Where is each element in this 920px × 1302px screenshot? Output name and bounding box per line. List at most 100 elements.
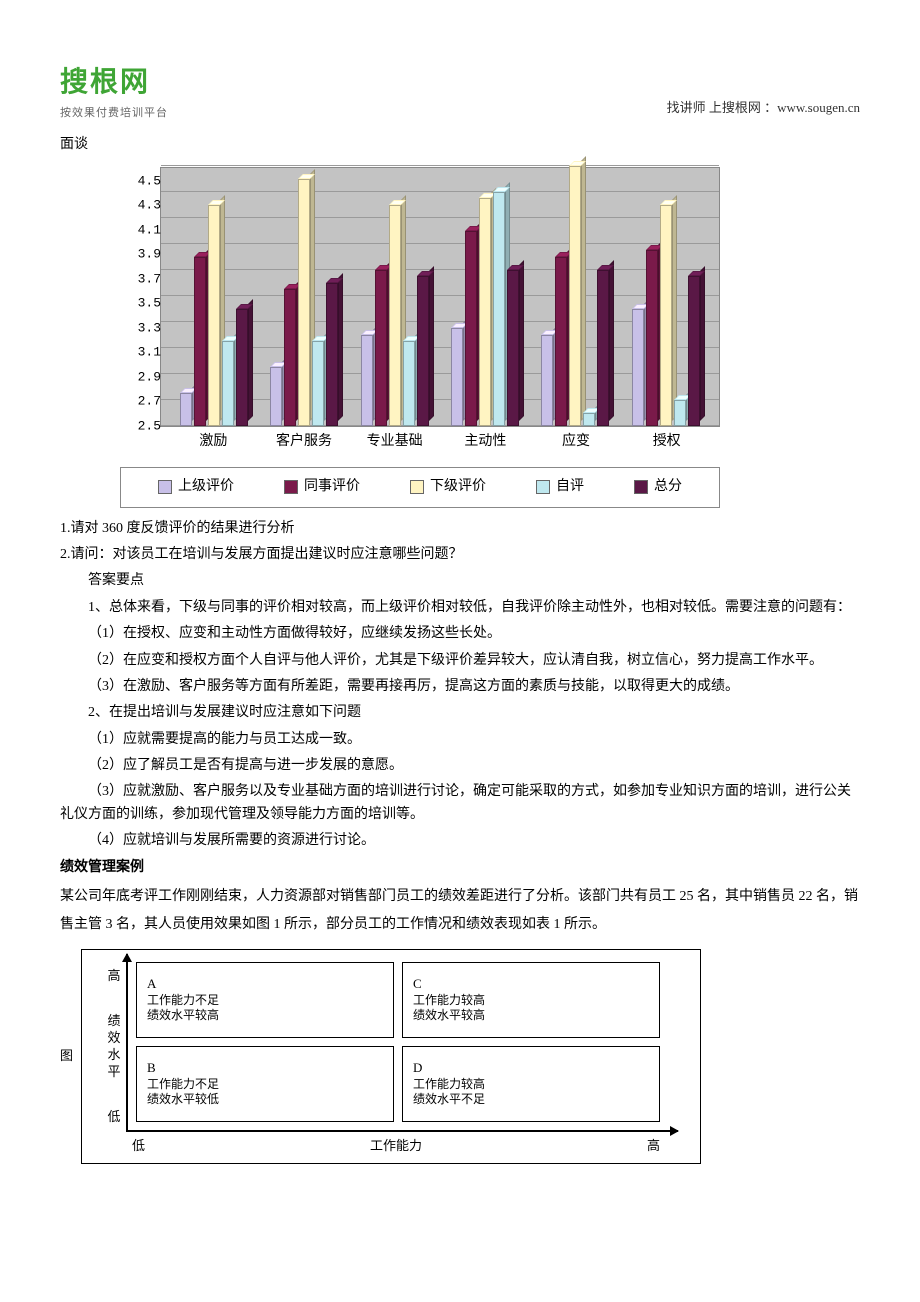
case-paragraph: 某公司年底考评工作刚刚结束，人力资源部对销售部门员工的绩效差距进行了分析。该部门… (60, 883, 860, 939)
legend-swatch (284, 480, 298, 494)
quadrant-outer-box: 高 绩效水平 低 A 工作能力不足 绩效水平较高 C 工作能 (81, 949, 701, 1164)
figure-label: 图 (60, 1046, 73, 1067)
logo-main: 搜根网 (60, 60, 168, 105)
question-1: 1.请对 360 度反馈评价的结果进行分析 (60, 518, 860, 540)
legend-label: 下级评价 (430, 476, 486, 498)
answer-p1-1: （1）在授权、应变和主动性方面做得较好，应继续发扬这些长处。 (60, 623, 860, 645)
quadrant-cell-b: B 工作能力不足 绩效水平较低 (136, 1046, 394, 1122)
chart-bar (507, 270, 519, 426)
legend-item: 自评 (536, 476, 584, 498)
chart-bar (688, 276, 700, 426)
y-axis-bottom: 低 (108, 1107, 121, 1128)
chart-bar (389, 205, 401, 426)
chart-bar (646, 250, 658, 426)
legend-item: 上级评价 (158, 476, 234, 498)
question-2: 2.请问：对该员工在培训与发展方面提出建议时应注意哪些问题？ (60, 544, 860, 566)
chart-x-labels: 激励客户服务专业基础主动性应变授权 (160, 427, 720, 453)
chart-bar (569, 166, 581, 426)
legend-swatch (158, 480, 172, 494)
legend-item: 同事评价 (284, 476, 360, 498)
chart-bar (451, 328, 463, 426)
chart-group (169, 205, 259, 426)
logo-block: 搜根网 按效果付费培训平台 (60, 60, 168, 122)
chart-x-label: 客户服务 (259, 427, 350, 453)
chart-group (621, 205, 711, 426)
chart-group (440, 192, 530, 426)
chart-group (350, 205, 440, 426)
quadrant-horizontal-axis (126, 1130, 678, 1132)
chart-group (259, 179, 349, 426)
body-text: 1.请对 360 度反馈评价的结果进行分析 2.请问：对该员工在培训与发展方面提… (60, 518, 860, 939)
legend-swatch (634, 480, 648, 494)
answer-p2: 2、在提出培训与发展建议时应注意如下问题 (60, 702, 860, 724)
x-axis-left: 低 (132, 1136, 145, 1157)
chart-bar (361, 335, 373, 426)
chart-bar (284, 289, 296, 426)
chart-y-axis: 2.52.72.93.13.33.53.73.94.14.34.5 (121, 168, 161, 426)
quadrant-grid: A 工作能力不足 绩效水平较高 C 工作能力较高 绩效水平较高 B 工作能力不足… (126, 962, 670, 1132)
chart-bar (312, 341, 324, 426)
chart-plot-area: 2.52.72.93.13.33.53.73.94.14.34.5 (160, 167, 720, 427)
chart-bar (674, 400, 686, 426)
case-title: 绩效管理案例 (60, 857, 860, 879)
chart-bar (236, 309, 248, 426)
legend-label: 自评 (556, 476, 584, 498)
quadrant-vertical-axis (126, 954, 128, 1132)
chart-bar (632, 309, 644, 426)
quadrant-cell-c: C 工作能力较高 绩效水平较高 (402, 962, 660, 1038)
chart-bar (479, 198, 491, 426)
answer-p1: 1、总体来看，下级与同事的评价相对较高，而上级评价相对较低，自我评价除主动性外，… (60, 597, 860, 619)
chart-bar (660, 205, 672, 426)
quadrant-y-axis: 高 绩效水平 低 (102, 962, 126, 1132)
chart-bar (326, 283, 338, 426)
answer-p2-1: （1）应就需要提高的能力与员工达成一致。 (60, 729, 860, 751)
answer-p2-3: （3）应就激励、客户服务以及专业基础方面的培训进行讨论，确定可能采取的方式，如参… (60, 781, 860, 826)
chart-bar (194, 257, 206, 426)
legend-item: 总分 (634, 476, 682, 498)
answer-p2-4: （4）应就培训与发展所需要的资源进行讨论。 (60, 830, 860, 852)
answer-p1-3: （3）在激励、客户服务等方面有所差距，需要再接再厉，提高这方面的素质与技能，以取… (60, 676, 860, 698)
legend-item: 下级评价 (410, 476, 486, 498)
legend-label: 总分 (654, 476, 682, 498)
quadrant-figure: 图 高 绩效水平 低 A 工作能力不足 绩效水平较高 (60, 949, 860, 1164)
y-axis-top: 高 (108, 966, 121, 987)
legend-label: 上级评价 (178, 476, 234, 498)
chart-bar (555, 257, 567, 426)
answer-p1-2: （2）在应变和授权方面个人自评与他人评价，尤其是下级评价差异较大，应认清自我，树… (60, 650, 860, 672)
answer-p2-2: （2）应了解员工是否有提高与进一步发展的意愿。 (60, 755, 860, 777)
chart-bar (375, 270, 387, 426)
legend-swatch (536, 480, 550, 494)
chart-bar (597, 270, 609, 426)
chart-bar (583, 413, 595, 426)
chart-x-label: 专业基础 (349, 427, 440, 453)
page-header: 搜根网 按效果付费培训平台 找讲师 上搜根网 ：www.sougen.cn (60, 60, 860, 122)
chart-x-label: 主动性 (440, 427, 531, 453)
chart-bar-groups (161, 168, 719, 426)
chart-x-label: 授权 (621, 427, 712, 453)
chart-x-label: 应变 (531, 427, 622, 453)
chart-bar (403, 341, 415, 426)
chart-bar (222, 341, 234, 426)
legend-swatch (410, 480, 424, 494)
y-axis-mid: 绩效水平 (108, 1013, 121, 1081)
chart-bar (541, 335, 553, 426)
quadrant-cell-d: D 工作能力较高 绩效水平不足 (402, 1046, 660, 1122)
chart-bar (270, 367, 282, 426)
chart-bar (417, 276, 429, 426)
legend-label: 同事评价 (304, 476, 360, 498)
chart-bar (298, 179, 310, 426)
header-right-text: 找讲师 上搜根网 ：www.sougen.cn (667, 98, 860, 119)
x-axis-right: 高 (647, 1136, 660, 1157)
chart-group (530, 166, 620, 426)
logo-subtitle: 按效果付费培训平台 (60, 105, 168, 123)
feedback-bar-chart: 2.52.72.93.13.33.53.73.94.14.34.5 激励客户服务… (120, 167, 720, 508)
intro-line: 面谈 (60, 134, 860, 156)
chart-x-label: 激励 (168, 427, 259, 453)
answer-heading: 答案要点 (60, 570, 860, 592)
quadrant-x-axis: 低 工作能力 高 (102, 1132, 670, 1157)
chart-bar (180, 393, 192, 426)
x-axis-mid: 工作能力 (370, 1136, 422, 1157)
chart-bar (493, 192, 505, 426)
chart-bar (208, 205, 220, 426)
chart-bar (465, 231, 477, 426)
